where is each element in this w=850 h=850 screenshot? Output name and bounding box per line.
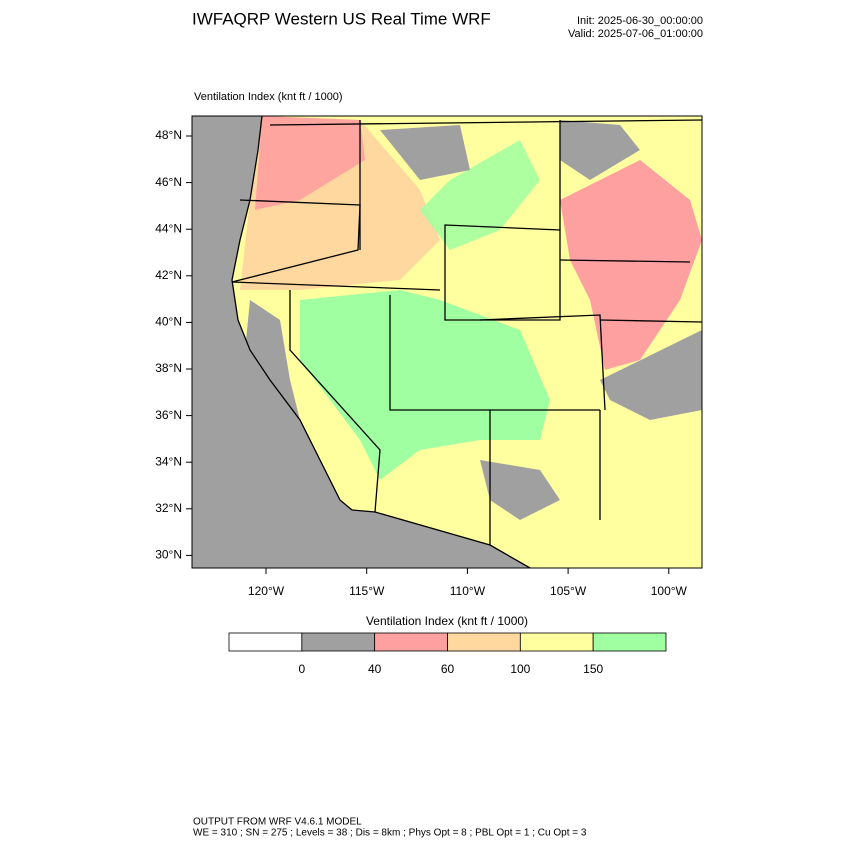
colorbar: 0 40 60 100 150 — [228, 632, 667, 676]
colorbar-label: 0 — [298, 662, 305, 676]
lon-label: 120°W — [248, 584, 285, 598]
lat-label: 44°N — [155, 221, 182, 235]
init-time: Init: 2025-06-30_00:00:00 — [577, 15, 703, 27]
valid-time: Valid: 2025-07-06_01:00:00 — [568, 28, 703, 40]
colorbar-box — [447, 632, 521, 652]
lon-label: 100°W — [651, 584, 688, 598]
lat-label: 32°N — [155, 501, 182, 515]
colorbar-title: Ventilation Index (knt ft / 1000) — [366, 614, 528, 628]
map — [192, 116, 702, 568]
map-frame — [191, 115, 703, 569]
colorbar-label: 60 — [441, 662, 455, 676]
lon-label: 110°W — [450, 584, 486, 598]
lon-label: 105°W — [550, 584, 587, 598]
colorbar-label: 100 — [510, 662, 530, 676]
colorbar-box — [519, 632, 594, 652]
colorbar-label: 150 — [583, 662, 603, 676]
colorbar-label: 40 — [368, 662, 382, 676]
footer-line: OUTPUT FROM WRF V4.6.1 MODEL — [193, 817, 362, 828]
map-title: Ventilation Index (knt ft / 1000) — [194, 91, 343, 103]
lat-label: 38°N — [155, 361, 182, 375]
colorbar-box — [374, 632, 448, 652]
colorbar-box — [592, 632, 667, 652]
footer-line: WE = 310 ; SN = 275 ; Levels = 38 ; Dis … — [193, 828, 587, 839]
lat-label: 40°N — [155, 315, 182, 329]
lon-labels: 120°W 115°W 110°W 105°W 100°W — [248, 568, 688, 598]
lat-label: 34°N — [155, 454, 182, 468]
colorbar-box — [301, 632, 376, 652]
colorbar-box — [228, 632, 303, 652]
lat-labels: 48°N 46°N 44°N 42°N 40°N 38°N 36°N 34°N 32°N 30°N — [155, 128, 192, 562]
lat-label: 42°N — [155, 268, 182, 282]
lat-label: 48°N — [155, 128, 182, 142]
lat-label: 46°N — [155, 175, 182, 189]
lon-label: 115°W — [349, 584, 385, 598]
lat-label: 30°N — [155, 548, 182, 562]
title: IWFAQRP Western US Real Time WRF — [192, 9, 491, 28]
lat-label: 36°N — [155, 408, 182, 422]
